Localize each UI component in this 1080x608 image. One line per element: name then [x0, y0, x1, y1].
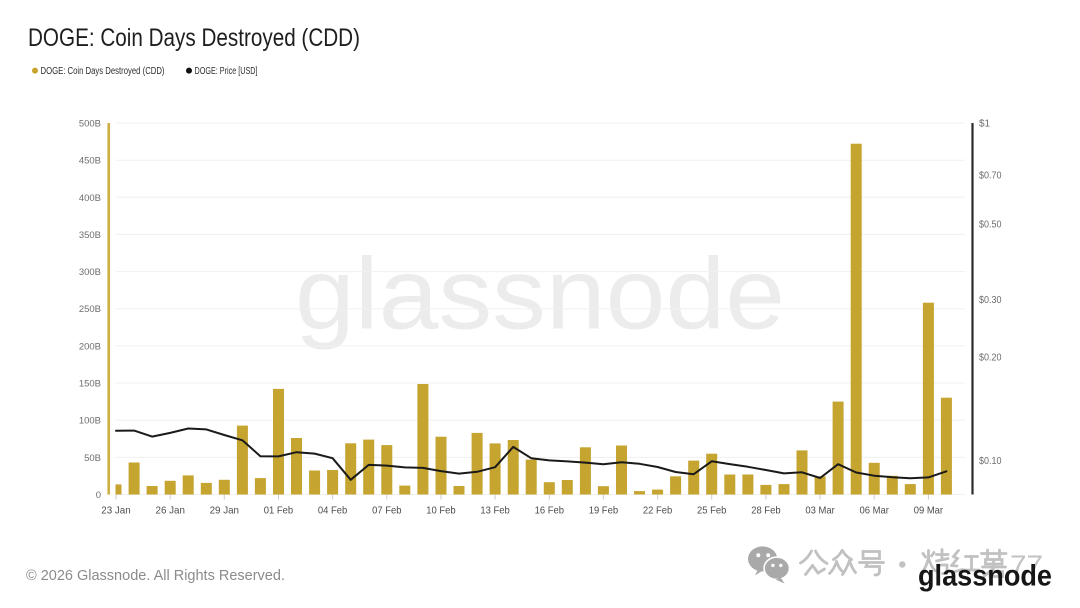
svg-text:100B: 100B — [79, 416, 101, 427]
svg-text:© 2026 Glassnode. All Rights R: © 2026 Glassnode. All Rights Reserved. — [26, 568, 285, 584]
svg-text:300B: 300B — [79, 267, 101, 278]
svg-text:450B: 450B — [79, 156, 101, 167]
svg-text:19 Feb: 19 Feb — [589, 505, 619, 517]
svg-text:$1: $1 — [979, 119, 991, 130]
svg-text:28 Feb: 28 Feb — [751, 505, 781, 517]
svg-text:04 Feb: 04 Feb — [318, 505, 348, 517]
svg-text:glassnode: glassnode — [295, 239, 785, 351]
svg-text:$0.50: $0.50 — [979, 220, 1002, 231]
svg-text:23 Jan: 23 Jan — [101, 505, 131, 517]
svg-text:400B: 400B — [79, 193, 101, 204]
svg-text:25 Feb: 25 Feb — [697, 505, 727, 517]
svg-text:22 Feb: 22 Feb — [643, 505, 673, 517]
svg-text:10 Feb: 10 Feb — [426, 505, 456, 517]
svg-text:01 Feb: 01 Feb — [264, 505, 294, 517]
svg-text:$0.10: $0.10 — [979, 456, 1002, 467]
svg-text:29 Jan: 29 Jan — [210, 505, 240, 517]
svg-text:13 Feb: 13 Feb — [480, 505, 510, 517]
svg-text:50B: 50B — [84, 453, 101, 464]
svg-text:07 Feb: 07 Feb — [372, 505, 402, 517]
svg-text:glassnode: glassnode — [918, 560, 1052, 593]
svg-text:DOGE: Coin Days Destroyed (CDD: DOGE: Coin Days Destroyed (CDD) — [28, 24, 360, 52]
svg-text:77: 77 — [1010, 550, 1043, 580]
svg-text:150B: 150B — [79, 379, 101, 390]
svg-text:DOGE: Coin Days Destroyed (CDD: DOGE: Coin Days Destroyed (CDD) — [41, 66, 165, 77]
svg-text:200B: 200B — [79, 341, 101, 352]
svg-text:03 Mar: 03 Mar — [805, 505, 835, 517]
svg-text:350B: 350B — [79, 230, 101, 241]
svg-text:DOGE: Price [USD]: DOGE: Price [USD] — [195, 66, 258, 77]
svg-text:$0.30: $0.30 — [979, 295, 1002, 306]
svg-text:06 Mar: 06 Mar — [860, 505, 890, 517]
svg-text:26 Jan: 26 Jan — [156, 505, 186, 517]
svg-text:0: 0 — [96, 490, 101, 501]
svg-text:16 Feb: 16 Feb — [535, 505, 565, 517]
svg-text:250B: 250B — [79, 304, 101, 315]
svg-text:$0.70: $0.70 — [979, 170, 1002, 181]
svg-text:09 Mar: 09 Mar — [914, 505, 944, 517]
svg-text:$0.20: $0.20 — [979, 353, 1002, 364]
svg-text:500B: 500B — [79, 119, 101, 130]
